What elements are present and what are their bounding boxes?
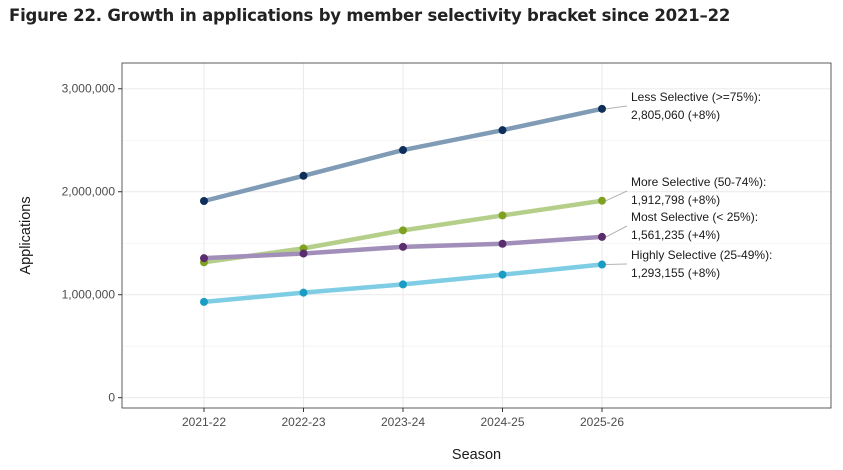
plot-panel: [122, 63, 831, 408]
y-axis-title: Applications: [18, 196, 34, 274]
x-tick-label: 2025-26: [580, 415, 624, 429]
series-annotation-name: Most Selective (< 25%):: [631, 210, 758, 224]
figure-title: Figure 22. Growth in applications by mem…: [9, 6, 731, 25]
y-tick-label: 0: [108, 391, 115, 405]
x-tick-label: 2021-22: [182, 415, 226, 429]
data-point: [598, 260, 606, 269]
data-point: [498, 211, 507, 220]
annotation-leader-line: [605, 105, 628, 110]
series-annotation-value: 1,912,798 (+8%): [631, 193, 720, 207]
plot-border: [121, 62, 832, 409]
series-annotation-value: 1,293,155 (+8%): [631, 266, 720, 280]
data-point: [299, 288, 308, 297]
data-point: [399, 146, 407, 155]
data-point: [598, 196, 606, 205]
data-point: [399, 280, 407, 289]
annotation-leader-line: [605, 190, 628, 202]
data-point: [399, 226, 407, 235]
data-point: [200, 297, 208, 306]
series-annotation-name: Highly Selective (25-49%):: [631, 248, 772, 262]
data-point: [498, 270, 507, 279]
data-point: [498, 126, 507, 135]
data-point: [299, 249, 308, 258]
y-tick-label: 1,000,000: [62, 288, 116, 302]
annotation-leader-line: [605, 225, 628, 238]
data-point: [200, 197, 208, 205]
annotation-leader-line: [605, 263, 628, 266]
x-tick-label: 2023-24: [381, 415, 425, 429]
y-tick-label: 2,000,000: [62, 185, 116, 199]
series-annotation-name: Less Selective (>=75%):: [631, 90, 761, 104]
data-point: [598, 104, 606, 113]
y-tick-label: 3,000,000: [62, 82, 116, 96]
data-point: [399, 242, 407, 251]
series-annotation-value: 2,805,060 (+8%): [631, 108, 720, 122]
data-point: [498, 239, 507, 248]
data-point: [598, 232, 606, 241]
series-annotation-name: More Selective (50-74%):: [631, 175, 766, 189]
data-point: [299, 171, 308, 180]
series-annotation-value: 1,561,235 (+4%): [631, 228, 720, 242]
x-tick-label: 2022-23: [281, 415, 325, 429]
data-point: [200, 254, 208, 263]
x-axis-title: Season: [452, 447, 501, 463]
x-tick-label: 2024-25: [480, 415, 524, 429]
